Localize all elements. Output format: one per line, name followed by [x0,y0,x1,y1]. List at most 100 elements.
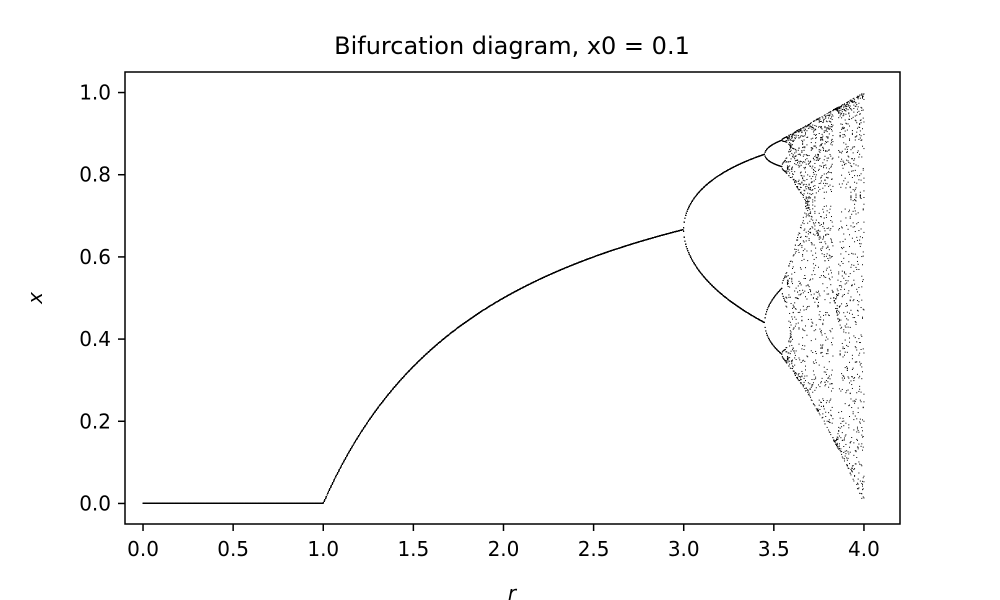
data-point [147,502,149,504]
data-point [149,502,151,504]
data-point [151,502,153,504]
data-point [156,502,158,504]
data-point [307,502,309,504]
data-point [299,502,301,504]
data-point [198,502,200,504]
data-point [202,502,204,504]
data-point [283,502,285,504]
data-point [281,502,283,504]
data-point [142,502,144,504]
data-point [257,502,259,504]
data-point [177,502,179,504]
data-point [198,502,200,504]
data-point [292,502,294,504]
data-point [228,502,230,504]
data-point [146,502,148,504]
data-point [215,502,217,504]
data-point [200,502,202,504]
data-point [315,502,317,504]
data-point [224,502,226,504]
data-point [226,502,228,504]
data-point [219,502,221,504]
data-point [159,502,161,504]
data-point [306,502,308,504]
data-point [230,502,232,504]
data-point [274,502,276,504]
data-point [262,502,264,504]
data-point [301,502,303,504]
data-point [160,502,162,504]
data-point [296,502,298,504]
data-point [175,502,177,504]
data-point [149,502,151,504]
data-point [237,502,239,504]
data-point [222,502,224,504]
data-point [255,502,257,504]
data-point [250,502,252,504]
data-point [290,502,292,504]
data-point [208,502,210,504]
data-point [157,502,159,504]
data-point [164,502,166,504]
data-point [168,502,170,504]
data-point [319,502,321,504]
data-point [251,502,253,504]
data-point [276,502,278,504]
data-point [278,502,280,504]
data-point [312,502,314,504]
data-point [236,502,238,504]
data-point [180,502,182,504]
data-point [321,502,323,504]
data-point [183,502,185,504]
data-point [148,502,150,504]
data-point [246,502,248,504]
data-point [239,502,241,504]
data-point [269,502,271,504]
data-point [291,502,293,504]
data-point [261,502,263,504]
data-point [159,502,161,504]
data-point [206,502,208,504]
data-point [245,502,247,504]
data-point [206,502,208,504]
data-point [260,502,262,504]
data-point [304,502,306,504]
data-point [199,502,201,504]
data-point [305,502,307,504]
data-point [283,502,285,504]
data-point [258,502,260,504]
data-point [167,502,169,504]
data-point [288,502,290,504]
data-point [255,502,257,504]
data-point [143,502,145,504]
data-point [185,502,187,504]
data-point [294,502,296,504]
data-point [260,502,262,504]
data-point [185,502,187,504]
data-point [239,502,241,504]
data-point [317,502,319,504]
data-point [219,502,221,504]
data-point [221,502,223,504]
data-point [154,502,156,504]
data-point [217,502,219,504]
data-point [163,502,165,504]
data-point [195,502,197,504]
data-point [298,502,300,504]
data-point [216,502,218,504]
data-point [309,502,311,504]
data-point [146,502,148,504]
data-point [182,502,184,504]
data-point [268,502,270,504]
data-point [204,502,206,504]
data-point [320,502,322,504]
data-point [278,502,280,504]
data-point [224,502,226,504]
data-point [299,502,301,504]
data-point [191,502,193,504]
data-point [145,502,147,504]
data-point [241,502,243,504]
data-point [277,502,279,504]
data-point [169,502,171,504]
data-point [273,502,275,504]
